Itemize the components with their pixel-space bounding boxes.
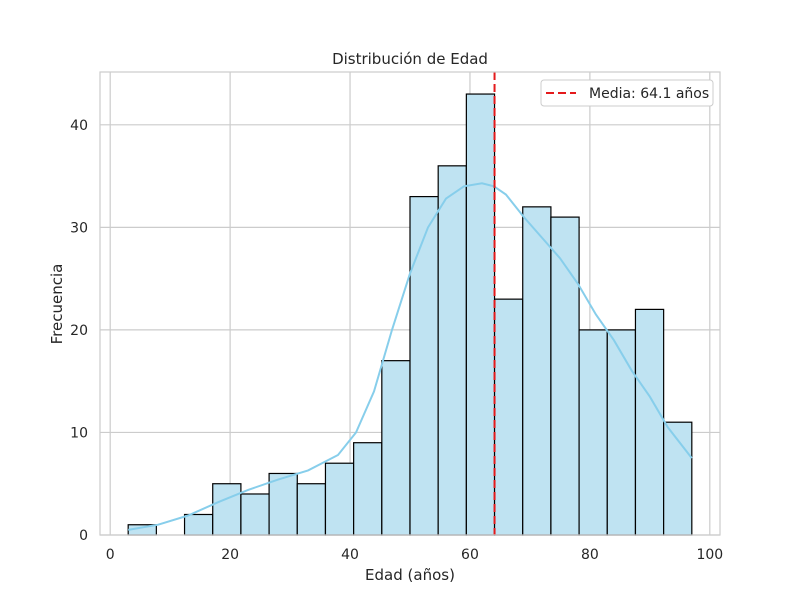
x-tick-label: 100: [696, 547, 723, 563]
y-tick-label: 10: [70, 425, 88, 441]
x-tick-label: 0: [106, 547, 115, 563]
histogram-bar: [353, 442, 383, 536]
histogram-bars: [127, 93, 693, 536]
histogram-bar: [409, 195, 439, 536]
y-tick-label: 30: [70, 220, 88, 236]
x-tick-label: 60: [461, 547, 479, 563]
chart-title: Distribución de Edad: [332, 50, 488, 68]
histogram-bar: [240, 493, 270, 536]
y-tick-labels: 0 10 20 30 40: [70, 118, 88, 544]
legend-label: Media: 64.1 años: [589, 86, 709, 102]
histogram-bar: [522, 206, 552, 536]
histogram-bar: [550, 216, 580, 536]
x-tick-label: 40: [341, 547, 359, 563]
y-tick-label: 20: [70, 323, 88, 339]
plot-frame: [99, 71, 721, 536]
histogram-bar: [578, 329, 608, 536]
histogram-bar: [634, 308, 665, 536]
kde-curve: [128, 182, 693, 531]
legend-box: [540, 79, 714, 107]
y-tick-label: 40: [70, 118, 88, 134]
x-axis-title: Edad (años): [365, 566, 455, 584]
histogram-bar: [212, 483, 242, 536]
legend: Media: 64.1 años: [540, 79, 714, 107]
histogram-bar: [381, 360, 411, 536]
histogram-bar: [437, 165, 467, 536]
histogram-bar: [465, 93, 496, 536]
x-tick-label: 20: [221, 547, 239, 563]
histogram-bar: [268, 472, 298, 536]
histogram-bar: [324, 462, 355, 536]
x-tick-label: 80: [581, 547, 599, 563]
histogram-bar: [296, 483, 327, 536]
histogram-bar: [183, 513, 214, 536]
histogram-bar: [606, 329, 637, 536]
y-axis-title: Frecuencia: [48, 264, 66, 345]
histogram-bar: [493, 298, 524, 536]
x-tick-labels: 0 20 40 60 80 100: [106, 547, 723, 563]
y-tick-label: 0: [79, 528, 88, 544]
